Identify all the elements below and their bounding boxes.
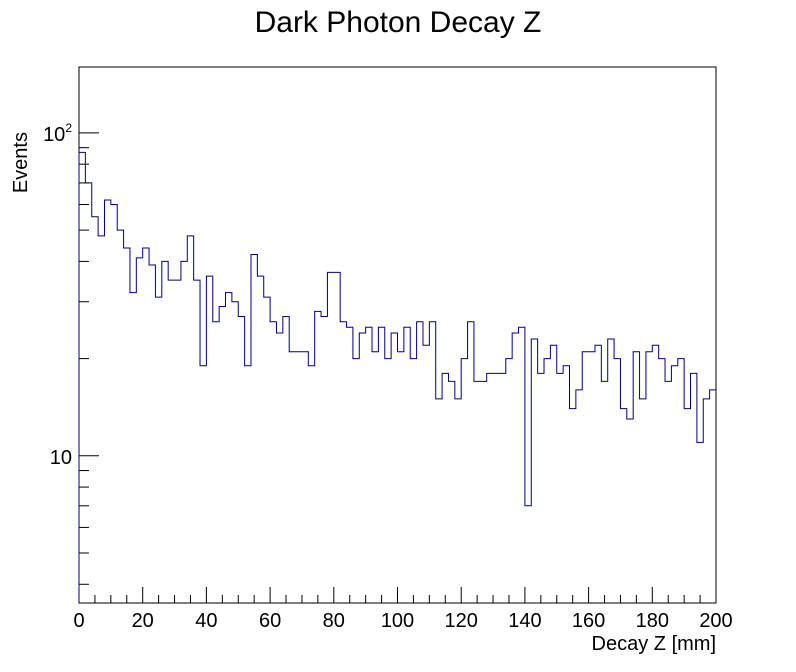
y-axis-label: Events <box>10 132 32 193</box>
x-tick-label: 200 <box>699 610 732 632</box>
histogram-series <box>78 151 716 603</box>
x-tick-label: 40 <box>195 610 217 632</box>
x-tick-label: 160 <box>572 610 605 632</box>
x-tick-label: 0 <box>73 610 84 632</box>
y-axis-tick-labels: 10 102 <box>43 121 72 469</box>
x-tick-label: 120 <box>445 610 478 632</box>
x-tick-label: 80 <box>323 610 345 632</box>
x-tick-label: 20 <box>132 610 154 632</box>
chart-title: Dark Photon Decay Z <box>255 6 542 39</box>
x-tick-label: 60 <box>259 610 281 632</box>
x-tick-label: 140 <box>508 610 541 632</box>
x-tick-label: 100 <box>381 610 414 632</box>
x-axis-label: Decay Z [mm] <box>592 633 716 655</box>
x-axis-tick-labels: 0 20 40 60 80 100 120 140 160 180 200 <box>73 610 732 632</box>
y-tick-label: 102 <box>43 121 72 146</box>
y-axis-ticks <box>79 132 99 585</box>
y-tick-label: 10 <box>50 447 72 469</box>
x-axis-ticks <box>78 587 717 603</box>
x-tick-label: 180 <box>636 610 669 632</box>
